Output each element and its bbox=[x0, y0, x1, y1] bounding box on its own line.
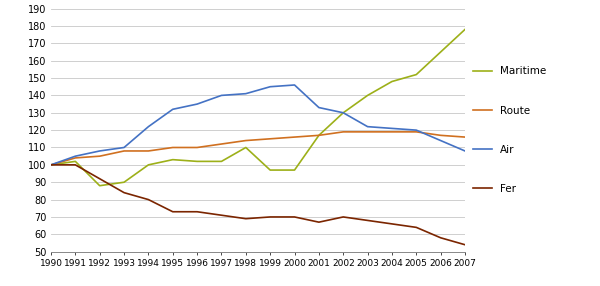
Maritime bbox=[364, 94, 371, 97]
Air bbox=[218, 94, 225, 97]
Air bbox=[364, 125, 371, 128]
Maritime bbox=[96, 184, 103, 187]
Maritime bbox=[315, 134, 322, 137]
Air bbox=[194, 102, 201, 106]
Air bbox=[242, 92, 250, 96]
Maritime bbox=[340, 111, 347, 114]
Route bbox=[461, 135, 469, 139]
Air bbox=[121, 146, 128, 149]
Route bbox=[364, 130, 371, 134]
Maritime bbox=[242, 146, 250, 149]
Air bbox=[315, 106, 322, 109]
Route bbox=[291, 135, 298, 139]
Maritime bbox=[72, 160, 79, 163]
Maritime bbox=[413, 73, 420, 76]
Air bbox=[72, 154, 79, 158]
Route bbox=[242, 139, 250, 142]
Fer bbox=[388, 222, 395, 226]
Air bbox=[291, 83, 298, 87]
Maritime bbox=[194, 160, 201, 163]
Fer bbox=[266, 215, 274, 219]
Maritime bbox=[47, 163, 55, 166]
Route bbox=[266, 137, 274, 140]
Air bbox=[413, 128, 420, 132]
Air bbox=[266, 85, 274, 88]
Route bbox=[121, 149, 128, 153]
Air bbox=[340, 111, 347, 114]
Line: Air: Air bbox=[51, 85, 465, 165]
Line: Route: Route bbox=[51, 132, 465, 165]
Maritime bbox=[169, 158, 176, 161]
Fer bbox=[218, 213, 225, 217]
Route bbox=[145, 149, 152, 153]
Line: Maritime: Maritime bbox=[51, 29, 465, 186]
Fer bbox=[461, 243, 469, 247]
Route bbox=[169, 146, 176, 149]
Route bbox=[194, 146, 201, 149]
Route bbox=[218, 142, 225, 146]
Fer bbox=[364, 219, 371, 222]
Fer bbox=[72, 163, 79, 166]
Fer bbox=[145, 198, 152, 201]
Fer bbox=[437, 236, 444, 239]
Fer bbox=[169, 210, 176, 213]
Line: Fer: Fer bbox=[51, 165, 465, 245]
Air bbox=[145, 125, 152, 128]
Route bbox=[340, 130, 347, 134]
Air bbox=[96, 149, 103, 153]
Fer bbox=[340, 215, 347, 219]
Maritime bbox=[437, 50, 444, 54]
Route bbox=[413, 130, 420, 134]
Route bbox=[72, 156, 79, 160]
Legend: Maritime, Route, Air, Fer: Maritime, Route, Air, Fer bbox=[473, 66, 547, 194]
Fer bbox=[96, 177, 103, 180]
Air bbox=[388, 127, 395, 130]
Route bbox=[96, 154, 103, 158]
Air bbox=[437, 139, 444, 142]
Air bbox=[47, 163, 55, 166]
Fer bbox=[242, 217, 250, 221]
Fer bbox=[413, 226, 420, 229]
Fer bbox=[291, 215, 298, 219]
Fer bbox=[121, 191, 128, 194]
Route bbox=[437, 134, 444, 137]
Route bbox=[388, 130, 395, 134]
Maritime bbox=[145, 163, 152, 166]
Fer bbox=[47, 163, 55, 166]
Maritime bbox=[388, 80, 395, 83]
Route bbox=[315, 134, 322, 137]
Maritime bbox=[291, 168, 298, 172]
Route bbox=[47, 163, 55, 166]
Fer bbox=[194, 210, 201, 213]
Air bbox=[461, 149, 469, 153]
Fer bbox=[315, 221, 322, 224]
Maritime bbox=[461, 28, 469, 31]
Air bbox=[169, 108, 176, 111]
Maritime bbox=[218, 160, 225, 163]
Maritime bbox=[121, 180, 128, 184]
Maritime bbox=[266, 168, 274, 172]
